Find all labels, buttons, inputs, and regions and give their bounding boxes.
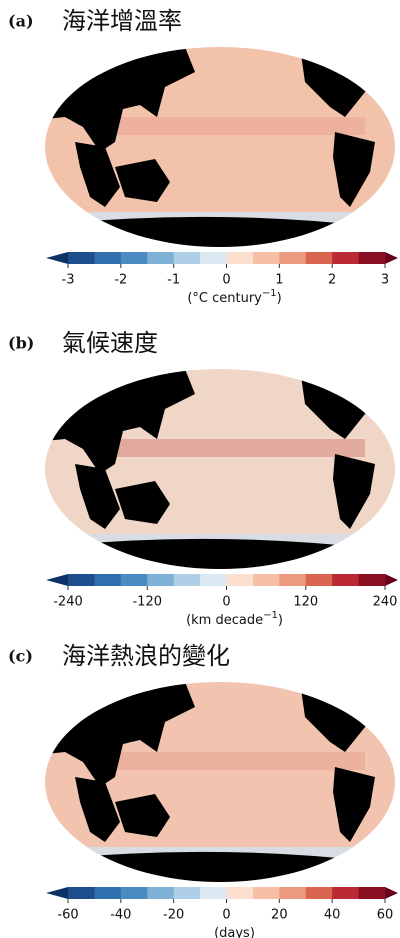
tick-label: -2 [114,273,127,288]
tick-label: 2 [328,273,336,288]
colorbar-end [46,574,68,586]
colorbar-bin [121,252,148,264]
tick-label: 1 [275,273,283,288]
unit-text: (km decade [186,613,263,628]
colorbar-end [385,252,398,264]
colorbar-bin [279,574,306,586]
unit-close: ) [278,613,283,628]
unit-text: (days [214,926,250,938]
colorbar-bin [174,887,201,899]
colorbar-end [385,887,398,899]
colorbar-bin [332,252,359,264]
colorbar-bin [253,887,280,899]
panel-label: (c) [8,647,33,666]
tick-label: -240 [53,595,83,610]
tick-label: -120 [132,595,162,610]
map-body [45,369,395,569]
colorbar-bin [147,574,174,586]
tick-label: 60 [377,908,394,923]
colorbar-bin [200,887,227,899]
colorbar-end [385,574,398,586]
map-body [45,47,395,247]
warm-band [105,117,365,135]
colorbar-bin [306,887,333,899]
colorbar-bin [306,252,333,264]
colorbar-bin [227,887,254,899]
colorbar-bin [227,574,254,586]
tick-label: 0 [222,595,230,610]
tick-label: -40 [110,908,131,923]
unit-exponent: −1 [262,288,277,299]
colorbar-bin [147,252,174,264]
tick-label: -1 [167,273,180,288]
tick-label: 40 [324,908,341,923]
colorbar-bin [68,887,95,899]
colorbar-bin [68,574,95,586]
colorbar-end [46,252,68,264]
colorbar-bin [174,252,201,264]
colorbar-bin [94,887,121,899]
colorbar-bin [359,574,386,586]
colorbar-bin [253,574,280,586]
map [45,682,395,882]
colorbar-bin [94,252,121,264]
colorbar-end [46,887,68,899]
colorbar-bin [332,574,359,586]
tick-label: -60 [57,908,78,923]
tick-label: 20 [271,908,288,923]
panel-title: 海洋熱浪的變化 [62,642,230,670]
warm-band [105,752,365,770]
colorbar-bin [306,574,333,586]
colorbar-bin [121,887,148,899]
colorbar-bin [121,574,148,586]
tick-label: -3 [62,273,75,288]
unit-label: (°C century−1) [187,288,281,306]
figure: (a)海洋增溫率-3-2-10123(°C century−1)(b)氣候速度-… [0,0,400,938]
map-body [45,682,395,882]
unit-exponent: −1 [263,610,278,621]
unit-close: ) [277,291,282,306]
map [45,369,395,569]
colorbar-bin [253,252,280,264]
colorbar-bin [279,252,306,264]
unit-text: (°C century [187,291,262,306]
colorbar-bin [279,887,306,899]
unit-label: (days) [214,926,255,938]
colorbar-bin [200,574,227,586]
panel-label: (b) [8,334,34,353]
tick-label: 0 [222,273,230,288]
warm-band [105,439,365,457]
unit-close: ) [250,926,255,938]
panel-label: (a) [8,12,34,31]
tick-label: 120 [293,595,318,610]
tick-label: 3 [381,273,389,288]
colorbar-bin [174,574,201,586]
colorbar-bin [94,574,121,586]
colorbar-bin [68,252,95,264]
colorbar-bin [227,252,254,264]
panel-title: 氣候速度 [62,329,158,357]
colorbar-bin [147,887,174,899]
colorbar-bin [332,887,359,899]
tick-label: 0 [222,908,230,923]
colorbar-bin [200,252,227,264]
unit-label: (km decade−1) [186,610,283,628]
tick-label: -20 [163,908,184,923]
colorbar-bin [359,887,386,899]
panel-title: 海洋增溫率 [62,7,182,35]
tick-label: 240 [373,595,398,610]
colorbar-bin [359,252,386,264]
map [45,47,395,247]
